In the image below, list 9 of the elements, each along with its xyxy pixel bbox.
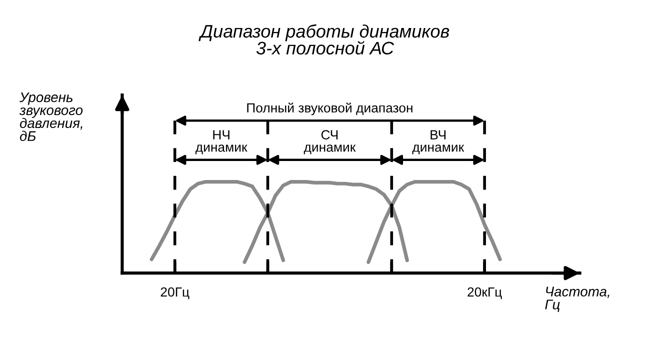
text: Уровень звукового давления, дБ [19, 92, 83, 141]
chart-title: Диапазон работы динамиков 3-х полосной АС [198, 24, 450, 55]
x-tick-label: 20кГц [468, 287, 502, 300]
text: СЧ динамик [304, 130, 356, 154]
text: Полный звуковой диапазон [247, 102, 412, 116]
x-tick-label: 20Гц [160, 287, 190, 300]
text: ВЧ динамик [412, 130, 464, 154]
x-axis-title: Частота, Гц [545, 286, 610, 312]
text: НЧ динамик [195, 130, 248, 154]
